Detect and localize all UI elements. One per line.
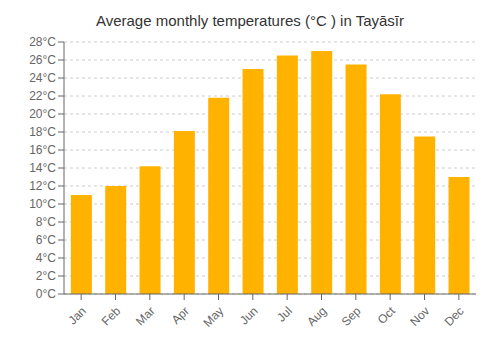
html-text:Average monthly temperatures (: Average monthly temperatures (°C ) in Ta…: [96, 12, 404, 29]
svg-text:26°C: 26°C: [29, 53, 56, 67]
svg-text:14°C: 14°C: [29, 161, 56, 175]
svg-text:Aug: Aug: [304, 304, 329, 329]
svg-text:Oct: Oct: [375, 303, 399, 327]
svg-text:Jun: Jun: [237, 304, 261, 328]
svg-text:28°C: 28°C: [29, 35, 56, 49]
svg-text:Feb: Feb: [99, 304, 124, 329]
svg-text:20°C: 20°C: [29, 107, 56, 121]
svg-text:Sep: Sep: [339, 304, 364, 329]
svg-text:May: May: [200, 304, 226, 330]
svg-text:18°C: 18°C: [29, 125, 56, 139]
svg-text:Apr: Apr: [169, 304, 192, 327]
svg-text:4°C: 4°C: [36, 251, 56, 265]
svg-text:Dec: Dec: [442, 304, 467, 329]
svg-text:Jul: Jul: [274, 304, 295, 325]
svg-text:24°C: 24°C: [29, 71, 56, 85]
svg-text:Nov: Nov: [407, 304, 432, 329]
svg-text:6°C: 6°C: [36, 233, 56, 247]
svg-text:8°C: 8°C: [36, 215, 56, 229]
svg-text:16°C: 16°C: [29, 143, 56, 157]
svg-text:Mar: Mar: [133, 304, 158, 329]
svg-text:10°C: 10°C: [29, 197, 56, 211]
svg-text:2°C: 2°C: [36, 269, 56, 283]
svg-text:22°C: 22°C: [29, 89, 56, 103]
svg-text:Jan: Jan: [65, 304, 89, 328]
svg-text:12°C: 12°C: [29, 179, 56, 193]
svg-text:0°C: 0°C: [36, 287, 56, 301]
